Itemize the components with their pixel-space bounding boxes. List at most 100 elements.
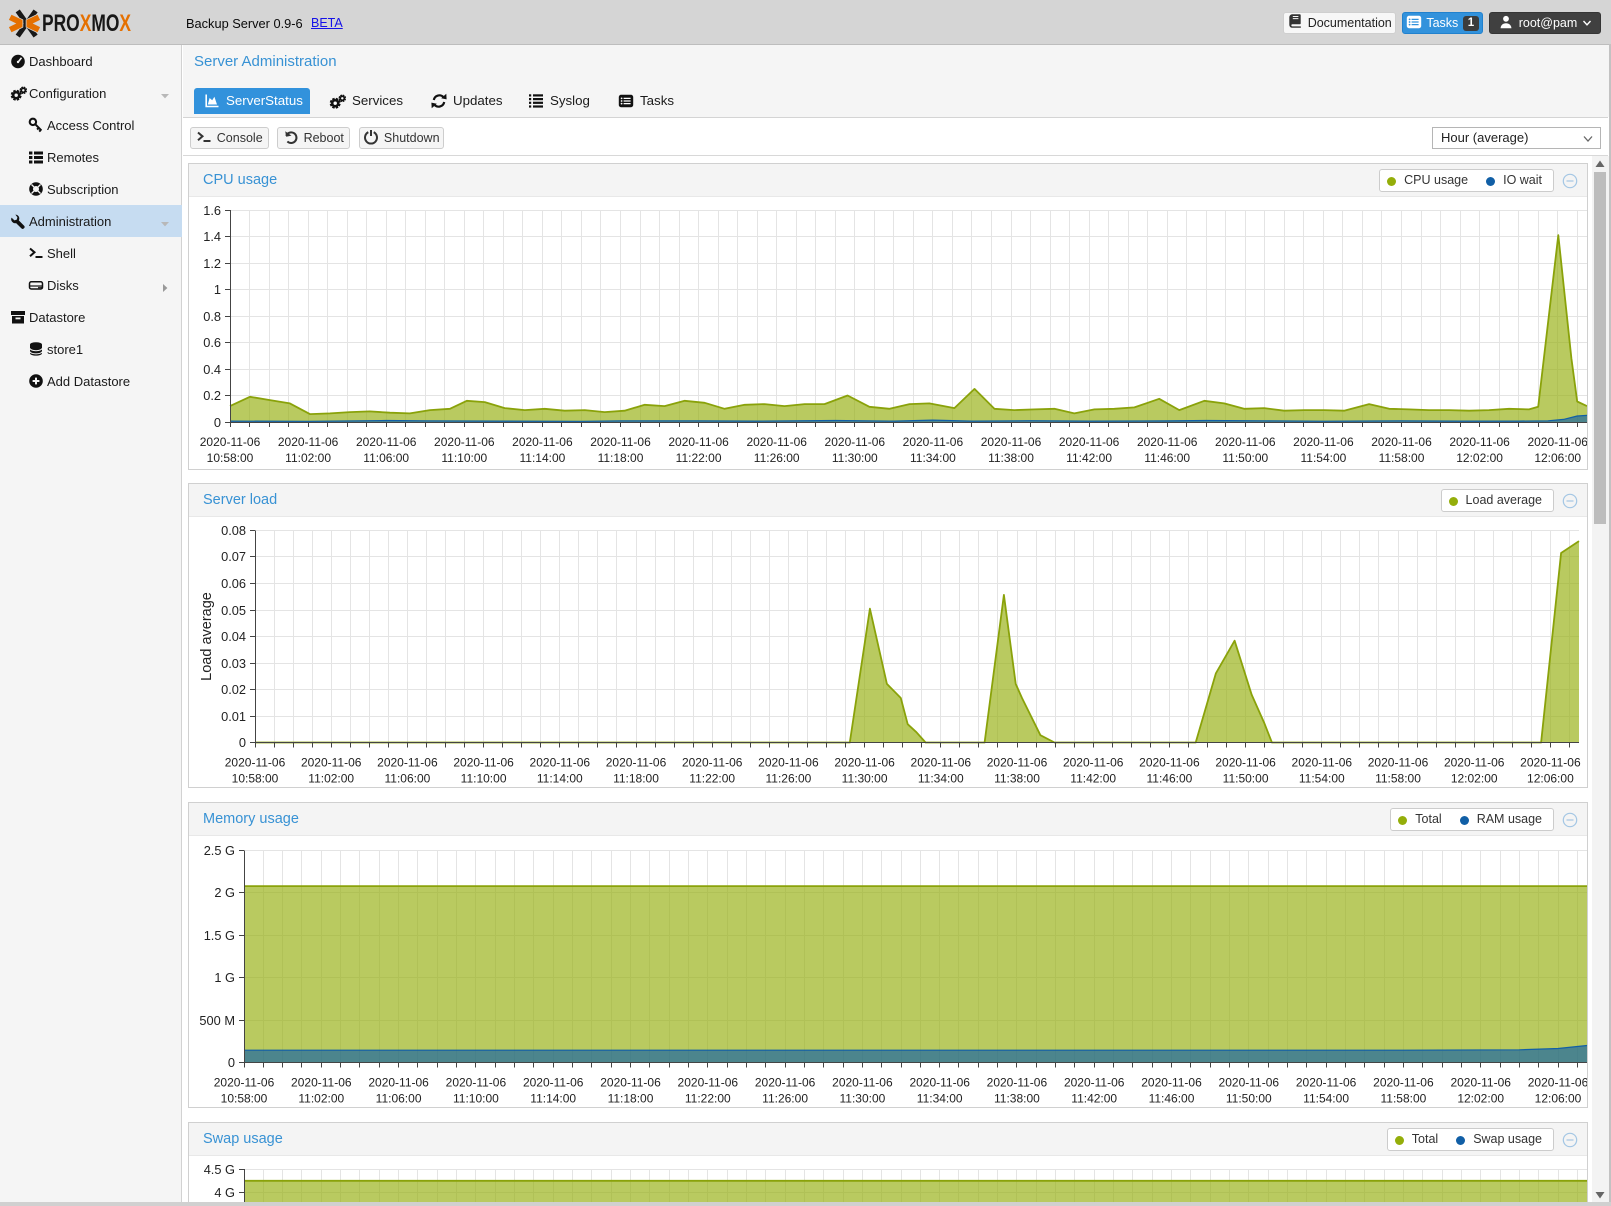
svg-text:2020-11-06: 2020-11-06 [590,435,651,449]
svg-text:Load average: Load average [199,592,215,681]
svg-text:11:50:00: 11:50:00 [1226,1092,1272,1106]
svg-text:0: 0 [214,415,221,430]
svg-text:0.8: 0.8 [203,309,221,324]
svg-text:2020-11-06: 2020-11-06 [377,756,438,770]
svg-text:2020-11-06: 2020-11-06 [1520,756,1581,770]
svg-text:2020-11-06: 2020-11-06 [981,435,1042,449]
svg-text:11:34:00: 11:34:00 [910,451,956,465]
svg-text:11:02:00: 11:02:00 [285,451,331,465]
svg-text:2020-11-06: 2020-11-06 [434,435,495,449]
svg-text:0: 0 [228,1055,235,1070]
svg-text:2020-11-06: 2020-11-06 [834,756,895,770]
svg-text:0.07: 0.07 [221,549,246,564]
svg-text:0.08: 0.08 [221,523,246,538]
svg-text:11:26:00: 11:26:00 [765,772,811,786]
svg-text:2020-11-06: 2020-11-06 [368,1076,429,1090]
svg-text:11:10:00: 11:10:00 [453,1092,499,1106]
svg-text:0.02: 0.02 [221,682,246,697]
svg-text:2020-11-06: 2020-11-06 [1528,1076,1587,1090]
svg-text:12:02:00: 12:02:00 [1457,1092,1504,1106]
svg-text:0.06: 0.06 [221,576,246,591]
svg-text:2020-11-06: 2020-11-06 [1063,756,1124,770]
svg-text:11:06:00: 11:06:00 [384,772,430,786]
svg-text:12:06:00: 12:06:00 [1535,1092,1582,1106]
svg-text:11:30:00: 11:30:00 [842,772,888,786]
svg-text:1: 1 [214,282,221,297]
svg-text:2020-11-06: 2020-11-06 [1449,435,1510,449]
svg-text:2020-11-06: 2020-11-06 [446,1076,507,1090]
svg-text:11:58:00: 11:58:00 [1379,451,1425,465]
svg-text:11:54:00: 11:54:00 [1303,1092,1349,1106]
svg-text:2020-11-06: 2020-11-06 [987,756,1048,770]
svg-text:11:22:00: 11:22:00 [685,1092,731,1106]
svg-text:2020-11-06: 2020-11-06 [987,1076,1048,1090]
svg-text:11:10:00: 11:10:00 [461,772,507,786]
svg-text:11:42:00: 11:42:00 [1066,451,1112,465]
svg-text:2020-11-06: 2020-11-06 [606,756,667,770]
svg-text:11:18:00: 11:18:00 [608,1092,654,1106]
svg-text:2020-11-06: 2020-11-06 [911,756,972,770]
svg-text:2020-11-06: 2020-11-06 [682,756,743,770]
svg-text:2020-11-06: 2020-11-06 [200,435,261,449]
svg-text:12:02:00: 12:02:00 [1456,451,1503,465]
svg-text:2020-11-06: 2020-11-06 [825,435,886,449]
svg-text:11:42:00: 11:42:00 [1071,1092,1117,1106]
svg-text:11:18:00: 11:18:00 [598,451,644,465]
svg-text:11:54:00: 11:54:00 [1299,772,1345,786]
svg-text:2020-11-06: 2020-11-06 [600,1076,661,1090]
svg-text:2020-11-06: 2020-11-06 [1215,435,1276,449]
svg-text:2020-11-06: 2020-11-06 [1450,1076,1511,1090]
svg-text:500 M: 500 M [199,1013,235,1028]
svg-text:2020-11-06: 2020-11-06 [832,1076,893,1090]
svg-text:1.5 G: 1.5 G [204,928,235,943]
svg-text:2020-11-06: 2020-11-06 [668,435,729,449]
svg-text:11:10:00: 11:10:00 [441,451,487,465]
svg-text:11:50:00: 11:50:00 [1222,451,1268,465]
svg-text:11:58:00: 11:58:00 [1380,1092,1426,1106]
svg-text:2020-11-06: 2020-11-06 [291,1076,352,1090]
svg-text:11:38:00: 11:38:00 [988,451,1034,465]
svg-text:2020-11-06: 2020-11-06 [214,1076,275,1090]
svg-text:11:34:00: 11:34:00 [918,772,964,786]
svg-text:11:14:00: 11:14:00 [530,1092,576,1106]
svg-text:10:58:00: 10:58:00 [221,1092,268,1106]
svg-text:2020-11-06: 2020-11-06 [1064,1076,1125,1090]
svg-text:11:30:00: 11:30:00 [832,451,878,465]
svg-text:2020-11-06: 2020-11-06 [523,1076,584,1090]
svg-text:2020-11-06: 2020-11-06 [1293,435,1354,449]
svg-text:2020-11-06: 2020-11-06 [758,756,819,770]
svg-text:11:50:00: 11:50:00 [1223,772,1269,786]
svg-text:1.4: 1.4 [203,229,221,244]
svg-text:0.6: 0.6 [203,335,221,350]
svg-text:2020-11-06: 2020-11-06 [1141,1076,1202,1090]
svg-text:11:42:00: 11:42:00 [1070,772,1116,786]
svg-text:11:30:00: 11:30:00 [839,1092,885,1106]
svg-text:2020-11-06: 2020-11-06 [755,1076,816,1090]
svg-text:11:34:00: 11:34:00 [917,1092,963,1106]
svg-text:2020-11-06: 2020-11-06 [1059,435,1120,449]
svg-text:11:02:00: 11:02:00 [298,1092,344,1106]
svg-text:11:14:00: 11:14:00 [519,451,565,465]
svg-text:11:54:00: 11:54:00 [1300,451,1346,465]
svg-text:2020-11-06: 2020-11-06 [1137,435,1198,449]
svg-text:0.03: 0.03 [221,656,246,671]
svg-text:12:02:00: 12:02:00 [1451,772,1498,786]
svg-text:2020-11-06: 2020-11-06 [1368,756,1429,770]
svg-text:0.04: 0.04 [221,629,246,644]
svg-text:12:06:00: 12:06:00 [1527,772,1574,786]
svg-text:2020-11-06: 2020-11-06 [909,1076,970,1090]
svg-text:0.05: 0.05 [221,603,246,618]
svg-text:2020-11-06: 2020-11-06 [1527,435,1587,449]
svg-text:11:22:00: 11:22:00 [689,772,735,786]
svg-text:11:58:00: 11:58:00 [1375,772,1421,786]
svg-text:1.2: 1.2 [203,256,221,271]
svg-text:2020-11-06: 2020-11-06 [453,756,514,770]
svg-text:11:18:00: 11:18:00 [613,772,659,786]
svg-text:1.6: 1.6 [203,203,221,218]
svg-text:2020-11-06: 2020-11-06 [1219,1076,1280,1090]
svg-text:0.2: 0.2 [203,388,221,403]
svg-text:11:26:00: 11:26:00 [754,451,800,465]
svg-text:11:14:00: 11:14:00 [537,772,583,786]
svg-text:4.5 G: 4.5 G [204,1162,235,1177]
svg-text:11:02:00: 11:02:00 [308,772,354,786]
